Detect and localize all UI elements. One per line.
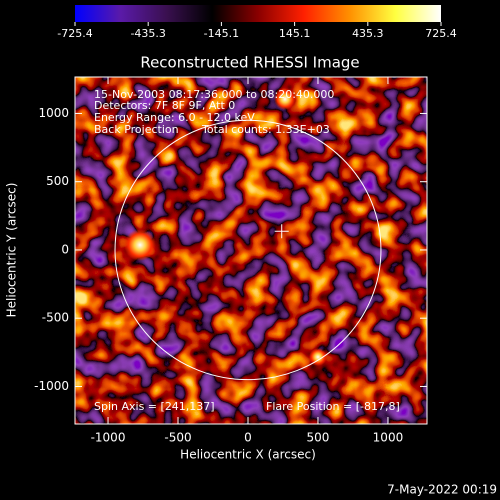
annotation: Detectors: 7F 8F 9F, Att 0 [94, 99, 235, 112]
solar-limb [114, 119, 382, 381]
y-axis-label: Heliocentric Y (arcsec) [5, 183, 19, 318]
colorbar-tick-label: -435.3 [130, 27, 165, 40]
x-tick-label: -500 [164, 431, 191, 445]
x-tick-label: 500 [307, 431, 330, 445]
bright-source [309, 348, 327, 366]
annotation: 15-Nov-2003 08:17:36.000 to 08:20:40.000 [94, 88, 334, 101]
plot-frame [74, 76, 428, 425]
annotation: Energy Range: 6.0 - 12.0 keV [94, 111, 255, 124]
x-tick-label: 0 [244, 431, 252, 445]
bright-source [274, 88, 296, 110]
chart-title: Reconstructed RHESSI Image [140, 54, 359, 72]
x-axis-label: Heliocentric X (arcsec) [180, 448, 316, 462]
y-tick-label: -500 [42, 311, 69, 325]
y-tick-label: 0 [61, 242, 69, 256]
colorbar [75, 5, 441, 22]
x-tick-label: 1000 [373, 431, 404, 445]
colorbar-tick-label: 725.4 [425, 27, 457, 40]
image [75, 77, 427, 424]
y-tick-label: -1000 [34, 379, 69, 393]
colorbar-tick-label: -725.4 [57, 27, 92, 40]
colorbar-tick-label: 145.1 [279, 27, 311, 40]
colorbar-tick-label: 435.3 [352, 27, 384, 40]
spin-axis-marker [274, 224, 289, 239]
colorbar-tick-label: -145.1 [204, 27, 239, 40]
annotation: Spin Axis = [241,137] [94, 400, 215, 413]
annotation: Total counts: 1.33E+03 [201, 123, 330, 136]
annotation: Flare Position = [-817,8] [266, 400, 400, 413]
y-tick-label: 500 [46, 174, 69, 188]
x-tick-label: -1000 [91, 431, 126, 445]
bright-source [124, 229, 156, 261]
annotation: Back Projection [94, 123, 179, 136]
y-tick-label: 1000 [38, 106, 69, 120]
timestamp: 7-May-2022 00:19 [387, 483, 497, 497]
